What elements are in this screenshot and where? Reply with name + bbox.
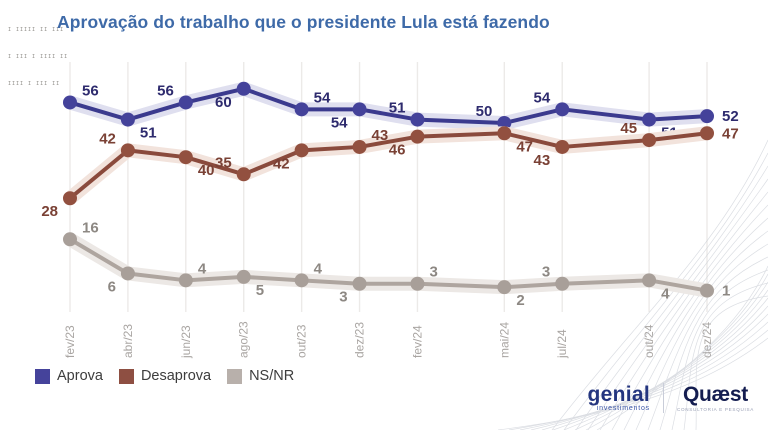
svg-text:43: 43 [372,127,389,144]
page-title: Aprovação do trabalho que o presidente L… [57,12,550,32]
legend-label: NS/NR [249,368,295,384]
svg-text:2: 2 [516,292,524,309]
svg-text:52: 52 [722,108,739,125]
fineprint-line: IIII I III II [8,81,61,87]
svg-text:fev/23: fev/23 [63,325,77,358]
svg-text:1: 1 [722,283,730,300]
legend-label: Desaprova [140,368,212,384]
svg-text:40: 40 [198,162,215,179]
svg-text:4: 4 [198,260,207,277]
svg-text:jul/24: jul/24 [555,329,569,359]
genial-logo-subtext: investimentos [596,405,650,412]
svg-text:47: 47 [722,125,739,142]
quaest-logo-subtext: CONSULTORIA E PESQUISA [676,407,754,412]
svg-text:35: 35 [215,154,232,171]
aprova-swatch [35,368,50,384]
svg-text:47: 47 [516,138,533,155]
svg-text:5: 5 [256,282,264,299]
svg-text:43: 43 [534,152,551,169]
chart-legend: Aprova Desaprova NS/NR [35,368,294,384]
svg-text:42: 42 [99,130,116,147]
svg-text:51: 51 [389,100,406,117]
svg-text:dez/23: dez/23 [353,322,367,358]
legend-item-nsnr: NS/NR [227,368,294,384]
svg-text:16: 16 [82,219,99,236]
svg-text:50: 50 [476,103,493,120]
svg-text:54: 54 [314,89,331,106]
svg-text:3: 3 [339,289,347,306]
svg-text:4: 4 [314,260,323,277]
svg-text:28: 28 [41,203,58,220]
legend-label: Aprova [57,368,103,384]
svg-text:ago/23: ago/23 [237,321,251,358]
svg-text:51: 51 [140,125,157,142]
svg-text:46: 46 [389,142,406,159]
svg-text:60: 60 [215,94,232,111]
svg-text:abr/23: abr/23 [121,324,135,358]
svg-text:3: 3 [429,264,437,281]
svg-text:dez/24: dez/24 [700,322,714,358]
fineprint-line: I IIIII II III [8,27,65,33]
svg-text:42: 42 [273,155,290,172]
svg-text:jun/23: jun/23 [179,325,193,359]
nsnr-swatch [227,368,243,384]
legend-item-aprova: Aprova [35,368,103,384]
brand-logos: genial investimentos Quæst CONSULTORIA E… [588,383,755,413]
desaprova-swatch [118,368,134,384]
quaest-logo-text: Quæst [682,383,748,406]
genial-logo: genial investimentos [588,384,650,412]
svg-text:6: 6 [108,278,116,295]
svg-text:56: 56 [157,82,174,99]
svg-text:4: 4 [661,285,670,302]
svg-text:3: 3 [542,264,550,281]
logo-divider [662,383,664,413]
svg-text:54: 54 [331,114,348,131]
legend-item-desaprova: Desaprova [118,368,212,384]
svg-text:mai/24: mai/24 [497,322,511,358]
svg-text:45: 45 [620,120,637,137]
fineprint-marks: I IIIII II III I III I IIII II IIII I II… [8,8,68,107]
genial-logo-text: genial [587,383,650,406]
quaest-logo: Quæst CONSULTORIA E PESQUISA [677,384,754,412]
svg-text:56: 56 [82,82,99,99]
svg-text:fev/24: fev/24 [410,325,424,358]
fineprint-line: I III I IIII II [8,54,69,60]
svg-text:54: 54 [534,89,551,106]
svg-text:out/23: out/23 [295,324,309,358]
